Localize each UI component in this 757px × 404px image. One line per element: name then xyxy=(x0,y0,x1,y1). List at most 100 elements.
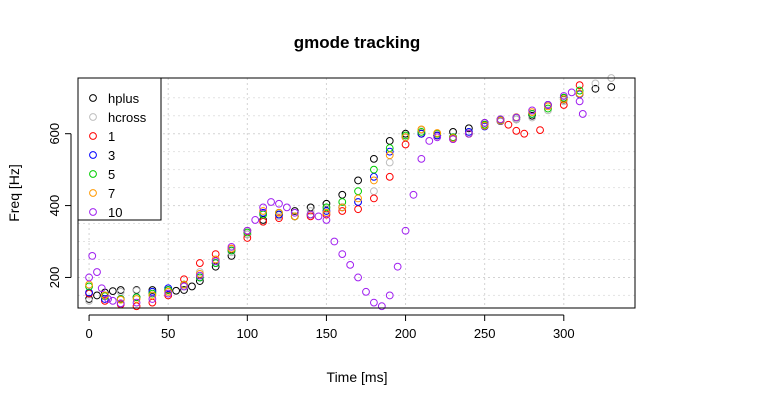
x-tick-label-6: 300 xyxy=(553,326,575,341)
point-5-31 xyxy=(575,86,584,95)
point-10-36 xyxy=(425,136,434,145)
point-10-12 xyxy=(211,257,220,266)
point-10-14 xyxy=(243,226,252,235)
legend-label-7: 7 xyxy=(108,186,115,201)
point-10-21 xyxy=(306,210,315,219)
point-10-32 xyxy=(393,262,402,271)
point-hcross-32 xyxy=(591,79,600,88)
point-10-48 xyxy=(578,110,587,118)
point-hplus-36 xyxy=(591,84,600,93)
point-10-38 xyxy=(449,135,457,143)
legend-label-hplus: hplus xyxy=(108,91,140,106)
point-10-46 xyxy=(567,88,576,97)
point-10-27 xyxy=(354,273,362,282)
point-7-21 xyxy=(417,125,426,134)
point-10-26 xyxy=(346,260,355,269)
grid-lines xyxy=(78,78,635,308)
point-10-3 xyxy=(97,284,106,293)
point-hplus-9 xyxy=(180,286,188,294)
point-1-17 xyxy=(354,205,362,214)
point-10-6 xyxy=(116,299,125,308)
point-10-23 xyxy=(322,216,331,224)
point-hcross-19 xyxy=(385,158,394,167)
point-10-19 xyxy=(282,203,291,212)
point-10-22 xyxy=(314,212,323,221)
x-tick-label-2: 100 xyxy=(236,326,258,341)
point-7-4 xyxy=(148,291,157,300)
point-10-43 xyxy=(528,106,537,115)
x-axis-label: Time [ms] xyxy=(327,369,388,385)
point-5-15 xyxy=(322,203,331,212)
point-7-17 xyxy=(354,194,362,203)
point-7-12 xyxy=(275,208,283,217)
point-7-31 xyxy=(575,89,584,98)
point-5-21 xyxy=(417,128,426,136)
point-hcross-18 xyxy=(370,187,378,196)
point-5-17 xyxy=(354,187,362,196)
point-7-18 xyxy=(370,176,378,185)
point-7-30 xyxy=(559,95,568,104)
point-10-18 xyxy=(275,199,283,208)
point-7-16 xyxy=(338,203,347,212)
point-hplus-22 xyxy=(370,154,378,163)
legend-marker-5 xyxy=(89,170,97,178)
point-5-16 xyxy=(338,198,347,206)
point-10-28 xyxy=(362,287,370,296)
point-hplus-1 xyxy=(93,291,101,300)
point-10-20 xyxy=(290,208,299,217)
point-10-15 xyxy=(251,216,260,224)
y-tick-label-1: 400 xyxy=(47,195,62,217)
point-hplus-21 xyxy=(354,176,362,185)
y-tick-label-0: 200 xyxy=(47,267,62,289)
point-7-13 xyxy=(290,212,299,221)
point-7-3 xyxy=(132,295,141,303)
point-10-30 xyxy=(377,302,386,311)
legend-marker-10 xyxy=(89,208,97,216)
point-1-12 xyxy=(275,214,283,223)
point-1-27 xyxy=(504,120,513,129)
point-3-0 xyxy=(85,288,93,297)
point-10-29 xyxy=(370,298,378,307)
point-1-19 xyxy=(385,172,394,181)
point-10-41 xyxy=(496,115,505,124)
point-10-13 xyxy=(227,243,236,251)
point-10-31 xyxy=(385,291,394,300)
point-10-0 xyxy=(85,273,93,282)
point-10-17 xyxy=(267,198,275,206)
point-1-16 xyxy=(338,207,347,215)
point-hplus-37 xyxy=(607,83,616,91)
point-7-22 xyxy=(433,129,442,137)
point-hplus-20 xyxy=(338,190,347,199)
point-hcross-14 xyxy=(306,207,315,215)
point-1-32 xyxy=(575,81,584,90)
point-10-1 xyxy=(88,251,97,260)
plot-frame xyxy=(77,77,636,309)
legend-label-hcross: hcross xyxy=(108,110,147,125)
point-10-7 xyxy=(132,298,141,307)
point-hplus-8 xyxy=(172,286,181,295)
point-hplus-28 xyxy=(464,124,473,133)
point-10-10 xyxy=(180,282,188,291)
x-tick-label-4: 200 xyxy=(395,326,417,341)
legend-label-3: 3 xyxy=(108,148,115,163)
point-10-45 xyxy=(559,92,568,100)
point-7-20 xyxy=(401,133,410,142)
legend-marker-3 xyxy=(89,151,97,159)
point-10-24 xyxy=(330,237,339,246)
legend-marker-hplus xyxy=(89,94,97,102)
point-10-8 xyxy=(148,295,157,303)
point-10-47 xyxy=(575,97,584,106)
point-hplus-10 xyxy=(188,282,196,291)
point-10-44 xyxy=(544,101,552,109)
point-10-16 xyxy=(259,203,268,212)
data-series-layer xyxy=(85,74,616,311)
point-hplus-23 xyxy=(385,136,394,145)
y-tick-label-2: 600 xyxy=(47,123,62,145)
point-3-1 xyxy=(101,295,109,303)
point-10-35 xyxy=(417,154,426,163)
legend-label-1: 1 xyxy=(108,129,115,144)
point-10-11 xyxy=(195,271,204,280)
point-hplus-3 xyxy=(108,287,117,296)
point-1-18 xyxy=(370,194,378,203)
